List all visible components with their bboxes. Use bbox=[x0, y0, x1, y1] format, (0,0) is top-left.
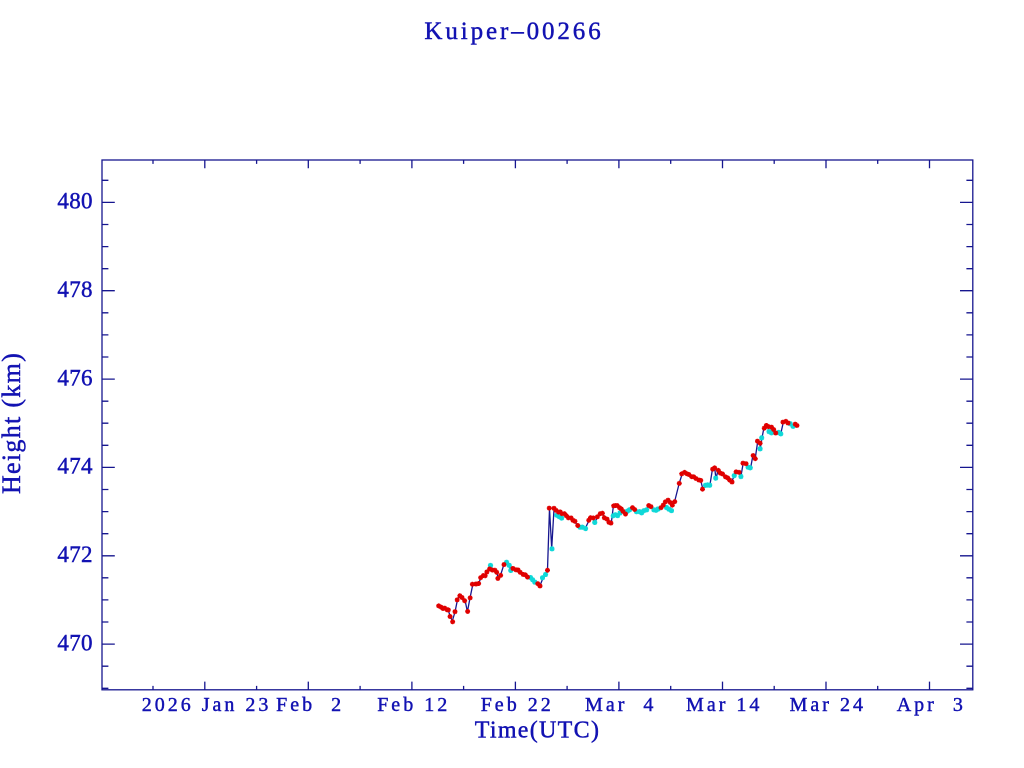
svg-text:Mar 4: Mar 4 bbox=[585, 694, 656, 716]
svg-text:470: 470 bbox=[57, 630, 92, 655]
svg-text:2026 Jan 23: 2026 Jan 23 bbox=[142, 694, 272, 716]
svg-text:Height (km): Height (km) bbox=[0, 352, 26, 494]
svg-text:Apr 3: Apr 3 bbox=[897, 694, 966, 716]
svg-text:Kuiper–00266: Kuiper–00266 bbox=[424, 18, 603, 45]
svg-text:Feb 22: Feb 22 bbox=[481, 694, 554, 716]
svg-text:Mar 14: Mar 14 bbox=[686, 694, 762, 716]
svg-text:Feb 2: Feb 2 bbox=[276, 694, 344, 716]
svg-text:478: 478 bbox=[57, 277, 92, 302]
svg-text:Mar 24: Mar 24 bbox=[790, 694, 866, 716]
svg-text:Time(UTC): Time(UTC) bbox=[475, 718, 601, 744]
svg-text:480: 480 bbox=[57, 189, 92, 214]
svg-text:Feb 12: Feb 12 bbox=[377, 694, 450, 716]
svg-text:474: 474 bbox=[57, 454, 93, 479]
svg-text:476: 476 bbox=[57, 365, 92, 390]
svg-text:472: 472 bbox=[57, 542, 92, 567]
